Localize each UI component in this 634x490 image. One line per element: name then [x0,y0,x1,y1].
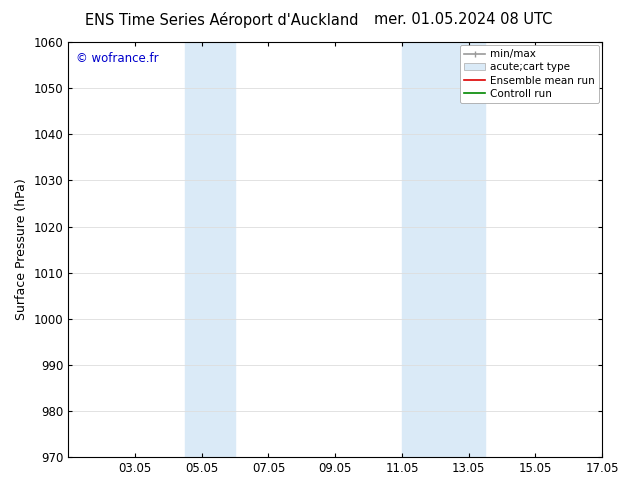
Text: ENS Time Series Aéroport d'Auckland: ENS Time Series Aéroport d'Auckland [85,12,359,28]
Text: © wofrance.fr: © wofrance.fr [76,52,158,66]
Y-axis label: Surface Pressure (hPa): Surface Pressure (hPa) [15,179,28,320]
Bar [402,42,486,457]
Bar [185,42,235,457]
Legend: min/max, acute;cart type, Ensemble mean run, Controll run: min/max, acute;cart type, Ensemble mean … [460,45,599,103]
Text: mer. 01.05.2024 08 UTC: mer. 01.05.2024 08 UTC [373,12,552,27]
